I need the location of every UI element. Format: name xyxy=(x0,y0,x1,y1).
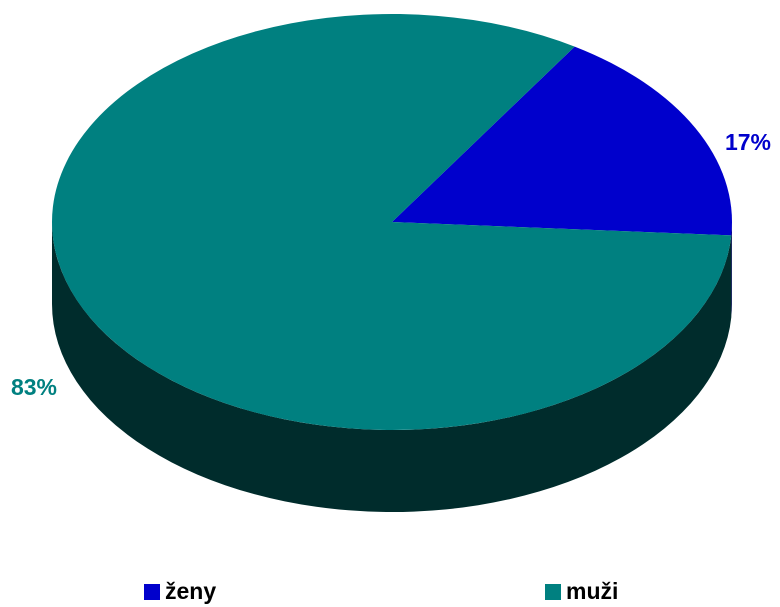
legend-swatch-zeny xyxy=(144,583,160,600)
legend-swatch-muzi xyxy=(545,583,561,600)
legend-label-muzi: muži xyxy=(566,578,619,604)
pie-slices xyxy=(52,13,733,430)
data-label-muzi: 83% xyxy=(11,374,57,400)
pie-side-muzi xyxy=(51,222,732,513)
pie-data-labels: 17% 83% xyxy=(11,129,771,400)
data-label-zeny: 17% xyxy=(725,129,771,155)
legend-item-zeny: ženy xyxy=(144,578,216,605)
pie-side-zeny xyxy=(731,222,732,318)
pie-slice-zeny xyxy=(392,46,733,236)
pie-slice-muzi xyxy=(52,13,732,430)
legend-label-zeny: ženy xyxy=(165,578,217,604)
pie-depth-sides xyxy=(51,222,732,513)
legend-item-muzi: muži xyxy=(545,578,618,605)
